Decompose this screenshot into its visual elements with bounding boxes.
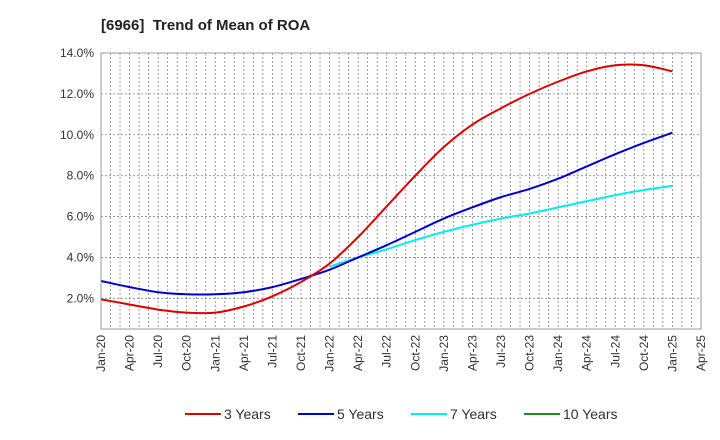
x-tick-label: Oct-23 — [523, 335, 537, 371]
x-tick-label: Oct-22 — [408, 335, 422, 371]
x-tick-label: Jan-22 — [323, 335, 337, 372]
x-tick-label: Apr-22 — [351, 335, 365, 371]
legend-label: 3 Years — [224, 406, 271, 422]
x-tick-label: Jul-23 — [494, 335, 508, 368]
series-line-3-years — [100, 63, 673, 315]
legend-label: 5 Years — [337, 406, 384, 422]
x-tick-label: Apr-24 — [580, 335, 594, 371]
x-tick-label: Apr-25 — [694, 335, 708, 371]
y-tick-label: 4.0% — [67, 250, 95, 264]
y-tick-label: 10.0% — [60, 128, 94, 142]
series-lines — [100, 63, 673, 315]
x-tick-label: Jan-20 — [94, 335, 108, 372]
chart-title: [6966] Trend of Mean of ROA — [101, 17, 311, 34]
x-tick-label: Jul-22 — [380, 335, 394, 368]
y-tick-label: 12.0% — [60, 87, 94, 101]
plot-frame — [100, 52, 702, 330]
legend: 3 Years 5 Years 7 Years 10 Years — [185, 406, 618, 422]
x-tick-label: Apr-21 — [237, 335, 251, 371]
x-tick-label: Jan-24 — [551, 335, 565, 372]
x-tick-label: Jan-21 — [208, 335, 222, 372]
x-tick-label: Apr-20 — [123, 335, 137, 371]
x-tick-label: Jul-24 — [608, 335, 622, 368]
series-line-5-years — [100, 131, 673, 296]
x-tick-label: Oct-20 — [180, 335, 194, 371]
x-axis-ticks: Jan-20 Apr-20 Jul-20 Oct-20 Jan-21 Apr-21 Jul-… — [94, 335, 708, 372]
y-tick-label: 8.0% — [67, 169, 95, 183]
x-tick-label: Oct-21 — [294, 335, 308, 371]
y-axis-ticks: 2.0% 4.0% 6.0% 8.0% 10.0% 12.0% 14.0% — [60, 46, 94, 305]
x-tick-label: Apr-23 — [465, 335, 479, 371]
x-tick-label: Jul-20 — [151, 335, 165, 368]
x-tick-label: Oct-24 — [637, 335, 651, 371]
legend-label: 10 Years — [563, 406, 618, 422]
legend-label: 7 Years — [450, 406, 497, 422]
y-tick-label: 14.0% — [60, 46, 94, 60]
series-line-7-years — [329, 184, 673, 268]
x-tick-label: Jul-21 — [265, 335, 279, 368]
x-tick-label: Jan-25 — [665, 335, 679, 372]
y-tick-label: 2.0% — [67, 291, 95, 305]
y-tick-label: 6.0% — [67, 210, 95, 224]
x-tick-label: Jan-23 — [437, 335, 451, 372]
